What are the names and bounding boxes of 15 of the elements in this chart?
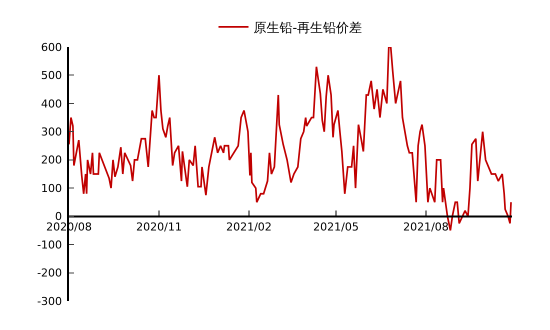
y-tick-label: 100 xyxy=(41,182,62,195)
y-tick-label: 500 xyxy=(41,69,62,82)
y-tick-label: 300 xyxy=(41,126,62,139)
x-tick-label: 2020/11 xyxy=(136,220,182,234)
y-tick-label: -200 xyxy=(37,266,62,280)
y-tick-label: 600 xyxy=(41,40,62,54)
x-tick-label: 2021/08 xyxy=(403,220,449,234)
legend-label: 原生铅-再生铅价差 xyxy=(254,20,362,36)
x-tick-label: 2021/05 xyxy=(313,220,359,234)
y-tick-label: -300 xyxy=(37,294,62,308)
y-tick-label: -100 xyxy=(37,238,62,252)
y-tick-label: 200 xyxy=(41,154,62,167)
y-tick-label: 0 xyxy=(55,210,62,224)
y-tick-label: 400 xyxy=(41,97,62,110)
x-tick-label: 2021/02 xyxy=(226,220,272,234)
